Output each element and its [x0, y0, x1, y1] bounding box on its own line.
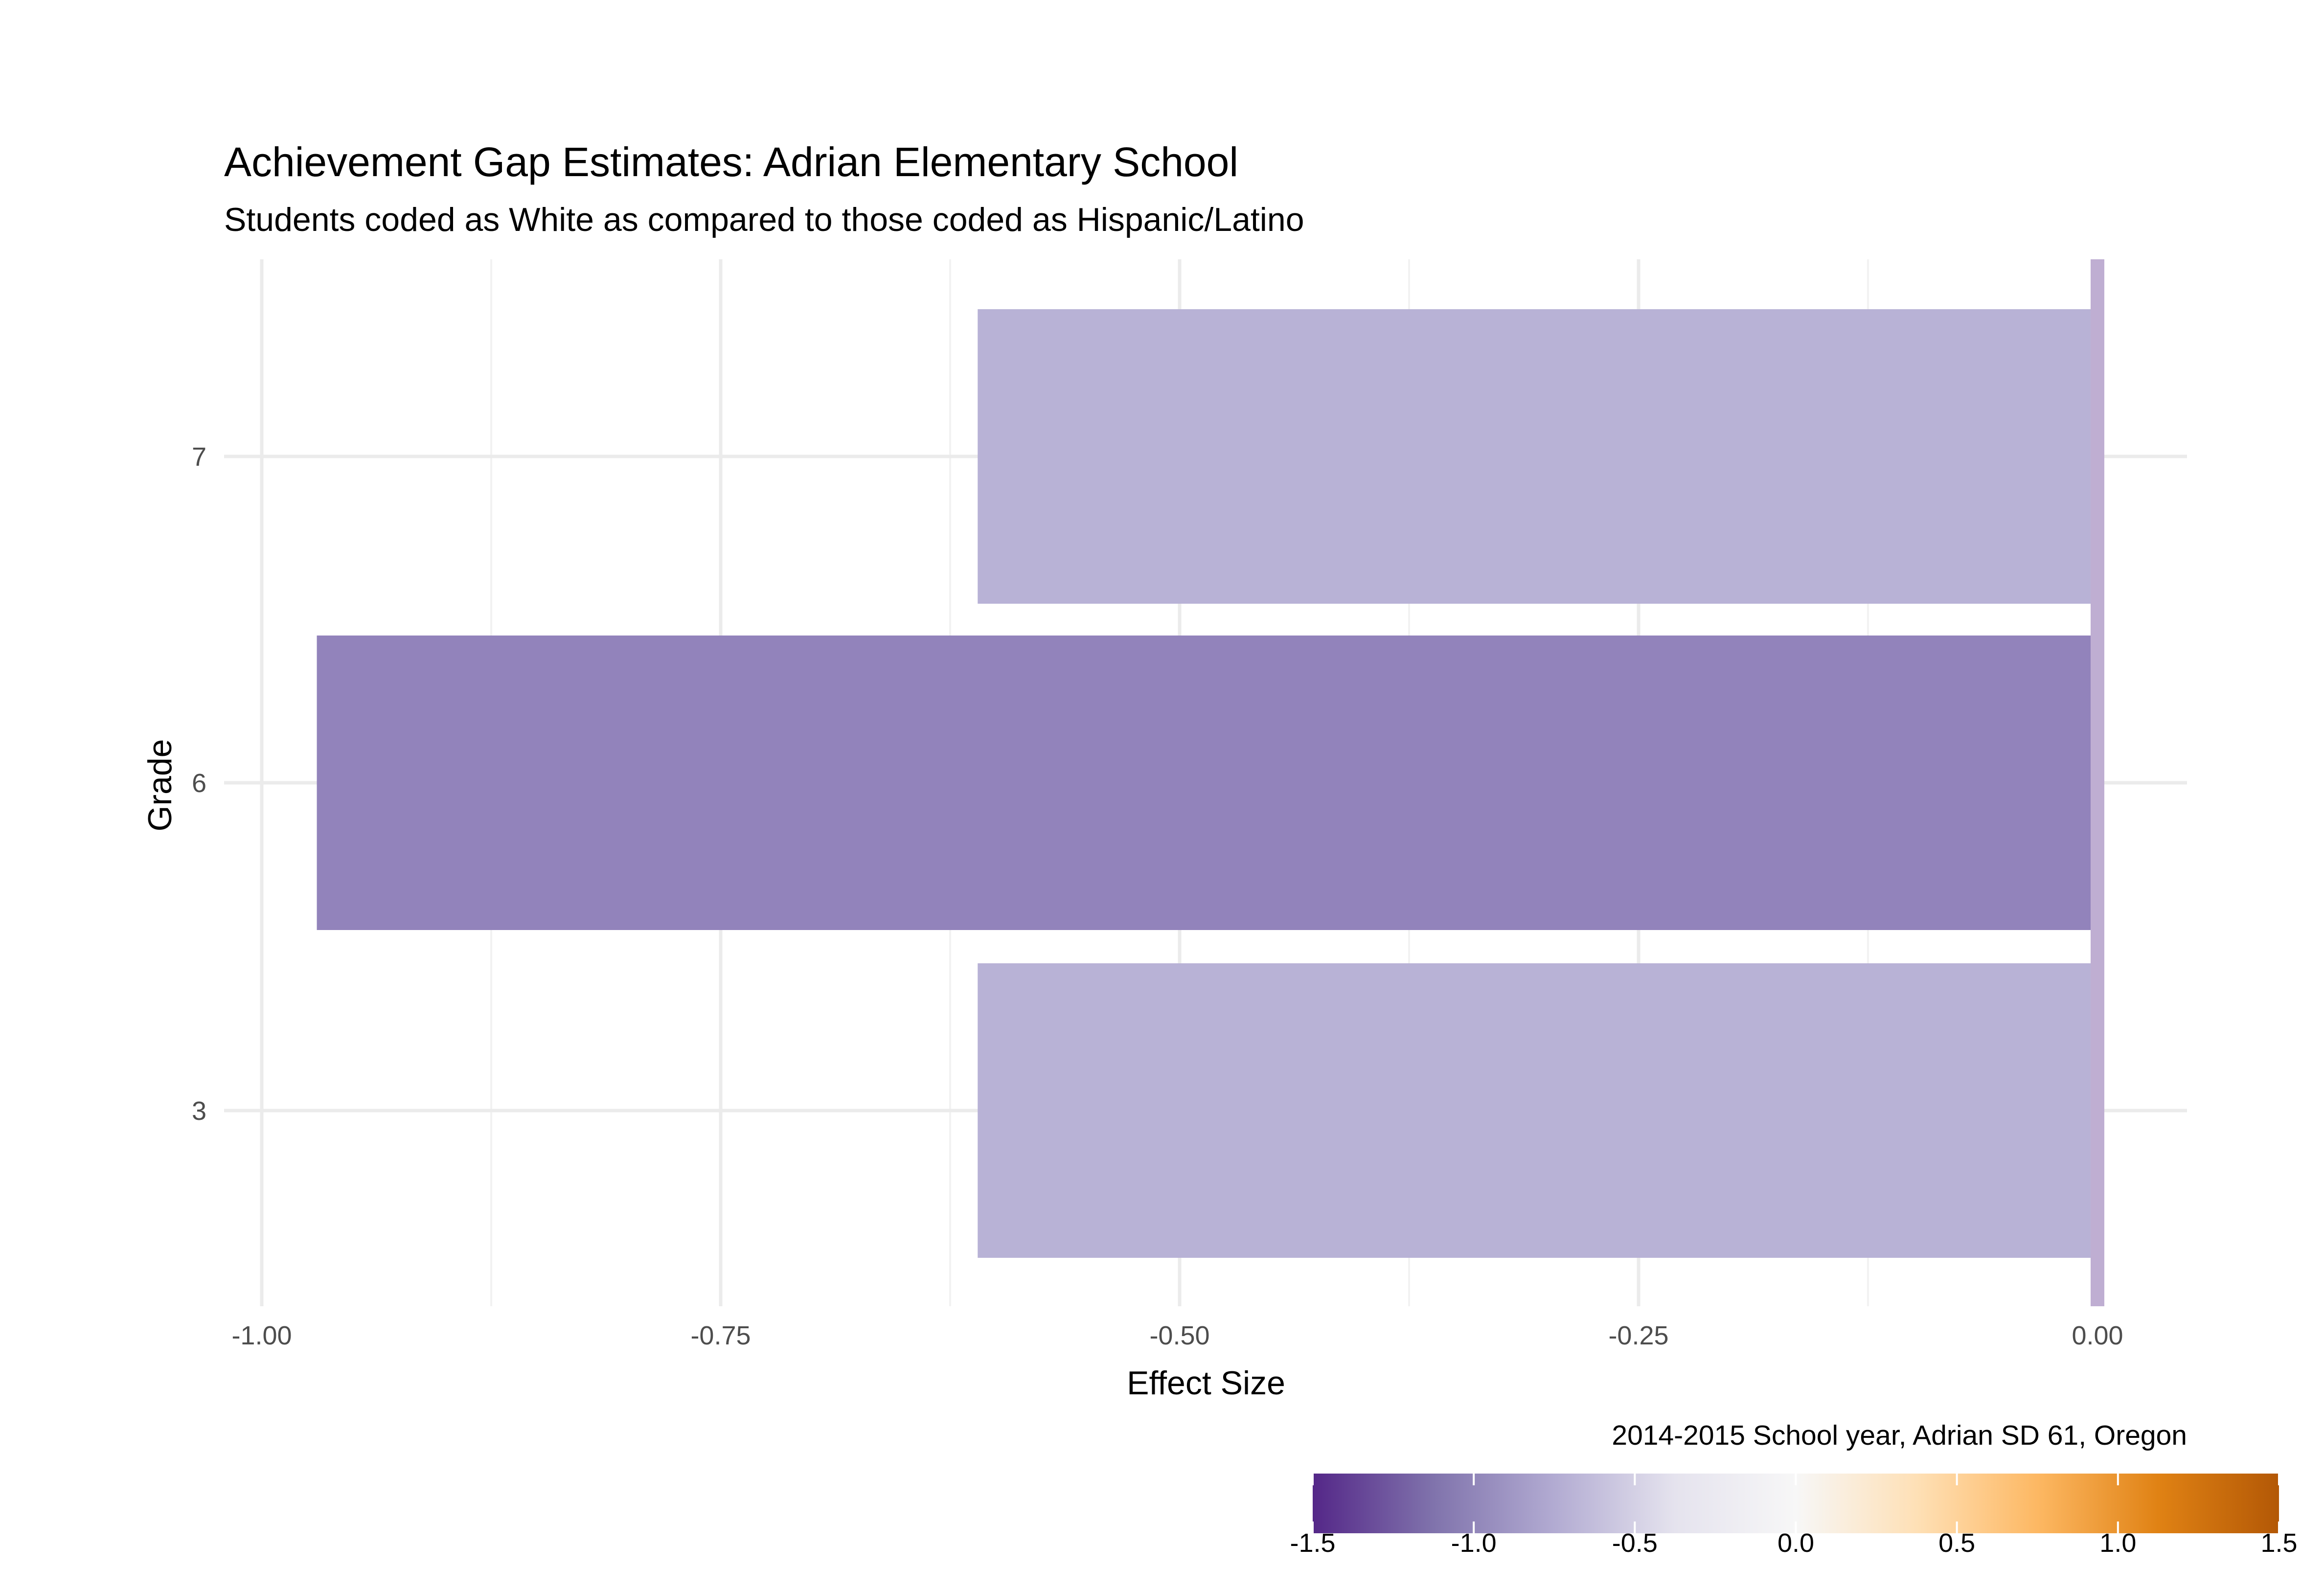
colorbar-label: 0.0 [1777, 1528, 1814, 1558]
colorbar-label: 1.0 [2099, 1528, 2136, 1558]
bars [317, 309, 2097, 1258]
colorbar-label: -0.5 [1612, 1528, 1658, 1558]
y-axis-ticks: 3 6 7 [192, 442, 206, 1126]
bar-grade-3 [978, 963, 2097, 1258]
colorbar-label: -1.0 [1451, 1528, 1497, 1558]
chart-title: Achievement Gap Estimates: Adrian Elemen… [224, 139, 1238, 185]
chart-caption: 2014-2015 School year, Adrian SD 61, Ore… [1612, 1420, 2187, 1451]
x-tick-label: 0.00 [2072, 1321, 2123, 1350]
colorbar-legend: -1.5 -1.0 -0.5 0.0 0.5 1.0 1.5 [1290, 1474, 2298, 1558]
x-tick-label: -0.50 [1149, 1321, 1209, 1350]
y-tick-label: 7 [192, 442, 206, 472]
x-axis-title: Effect Size [1127, 1364, 1285, 1402]
colorbar-label: -1.5 [1290, 1528, 1335, 1558]
x-axis-ticks: -1.00 -0.75 -0.50 -0.25 0.00 [231, 1321, 2123, 1350]
colorbar-label: 1.5 [2260, 1528, 2297, 1558]
x-tick-label: -0.75 [690, 1321, 751, 1350]
x-tick-label: -1.00 [231, 1321, 292, 1350]
chart-subtitle: Students coded as White as compared to t… [224, 201, 1304, 238]
colorbar-ticks [1312, 1474, 2280, 1533]
colorbar-label: 0.5 [1938, 1528, 1975, 1558]
x-tick-label: -0.25 [1608, 1321, 1668, 1350]
bar-grade-6 [317, 636, 2097, 930]
y-tick-label: 6 [192, 769, 206, 798]
y-tick-label: 3 [192, 1096, 206, 1126]
y-axis-title: Grade [141, 739, 179, 832]
bar-grade-7 [978, 309, 2097, 604]
colorbar-labels: -1.5 -1.0 -0.5 0.0 0.5 1.0 1.5 [1290, 1528, 2297, 1558]
